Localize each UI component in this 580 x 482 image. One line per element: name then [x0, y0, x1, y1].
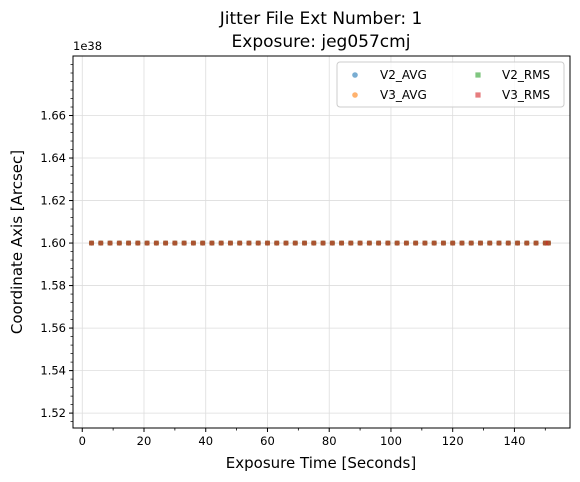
y-axis: 1.52 1.54 1.56 1.58 1.60 1.62 1.64 1.66: [40, 64, 73, 422]
y-tick-label: 1.56: [40, 321, 66, 335]
data-point-v3-rms: [329, 240, 335, 246]
legend: V2_AVG V3_AVG V2_RMS V3_RMS: [336, 61, 565, 108]
data-point-v3-rms: [515, 240, 520, 246]
y-tick-label: 1.62: [40, 194, 66, 208]
chart-title-line1: Jitter File Ext Number: 1: [219, 9, 423, 29]
data-point-v3-rms: [283, 240, 289, 246]
data-point-v3-rms: [542, 240, 548, 246]
x-tick-label: 0: [79, 434, 86, 448]
data-point-v3-rms: [431, 240, 437, 246]
y-tick-label: 1.52: [40, 406, 66, 420]
legend-marker: [475, 92, 481, 98]
legend-label: V3_RMS: [502, 88, 550, 102]
data-point-v3-rms: [487, 240, 493, 246]
data-point-v3-rms: [89, 240, 94, 246]
legend-box: [336, 61, 565, 108]
data-point-v3-rms: [496, 240, 502, 246]
data-point-v3-rms: [172, 240, 178, 246]
data-point-v3-rms: [524, 240, 530, 246]
legend-label: V3_AVG: [380, 88, 427, 102]
y-tick-label: 1.64: [40, 151, 66, 165]
data-point-v3-rms: [181, 240, 187, 246]
data-point-v3-rms: [366, 240, 372, 246]
data-point-v3-rms: [274, 240, 280, 246]
data-point-v3-rms: [163, 240, 169, 246]
data-point-v3-rms: [116, 240, 122, 246]
data-point-v3-rms: [246, 240, 252, 246]
data-point-v3-rms: [292, 240, 298, 246]
data-point-v3-rms: [441, 240, 446, 246]
data-point-v3-rms: [468, 240, 474, 246]
data-point-v3-rms: [98, 240, 104, 246]
data-points: [88, 240, 551, 246]
data-point-v3-rms: [376, 240, 382, 246]
x-tick-label: 60: [260, 434, 275, 448]
x-tick-label: 120: [442, 434, 464, 448]
data-point-v3-rms: [357, 240, 363, 246]
y-tick-label: 1.54: [40, 364, 66, 378]
y-tick-label: 1.66: [40, 109, 66, 123]
data-point-v3-rms: [450, 240, 456, 246]
data-point-v3-rms: [311, 240, 317, 246]
x-tick-label: 40: [198, 434, 213, 448]
legend-marker: [352, 92, 358, 98]
data-point-v3-rms: [533, 240, 539, 246]
data-point-v3-rms: [545, 240, 551, 246]
x-tick-label: 80: [322, 434, 337, 448]
x-axis-label: Exposure Time [Seconds]: [226, 454, 416, 472]
data-point-v3-rms: [505, 240, 511, 246]
y-offset-label: 1e38: [73, 39, 102, 53]
legend-marker: [475, 72, 481, 78]
x-axis: 0 20 40 60 80 100 120 140: [79, 428, 546, 448]
x-tick-label: 140: [503, 434, 525, 448]
data-point-v3-rms: [209, 240, 215, 246]
x-tick-label: 20: [137, 434, 152, 448]
legend-marker: [352, 72, 358, 78]
chart-title-line2: Exposure: jeg057cmj: [232, 32, 411, 52]
x-tick-label: 100: [380, 434, 402, 448]
data-point-v3-rms: [237, 240, 243, 246]
data-point-v3-rms: [265, 240, 270, 246]
data-point-v3-rms: [403, 240, 409, 246]
data-point-v3-rms: [339, 240, 344, 246]
data-point-v3-rms: [126, 240, 131, 246]
data-point-v3-rms: [144, 240, 150, 246]
data-point-v3-rms: [394, 240, 400, 246]
data-point-v3-rms: [302, 240, 307, 246]
y-axis-label: Coordinate Axis [Arcsec]: [8, 150, 26, 334]
legend-label: V2_AVG: [380, 68, 427, 82]
data-point-v3-rms: [422, 240, 428, 246]
plot-frame: [72, 55, 571, 429]
data-point-v3-rms: [218, 240, 224, 246]
data-point-v3-rms: [348, 240, 354, 246]
data-point-v3-rms: [478, 240, 483, 246]
data-point-v3-rms: [107, 240, 113, 246]
data-point-v3-rms: [135, 240, 141, 246]
y-tick-label: 1.60: [40, 236, 66, 250]
data-point-v3-rms: [228, 240, 233, 246]
data-point-v3-rms: [459, 240, 465, 246]
data-point-v3-rms: [200, 240, 206, 246]
legend-label: V2_RMS: [502, 68, 550, 82]
data-point-v3-rms: [413, 240, 419, 246]
y-tick-label: 1.58: [40, 279, 66, 293]
data-point-v3-rms: [385, 240, 391, 246]
data-point-v3-rms: [320, 240, 326, 246]
data-point-v3-rms: [190, 240, 196, 246]
data-point-v3-rms: [153, 240, 159, 246]
data-point-v3-rms: [255, 240, 261, 246]
